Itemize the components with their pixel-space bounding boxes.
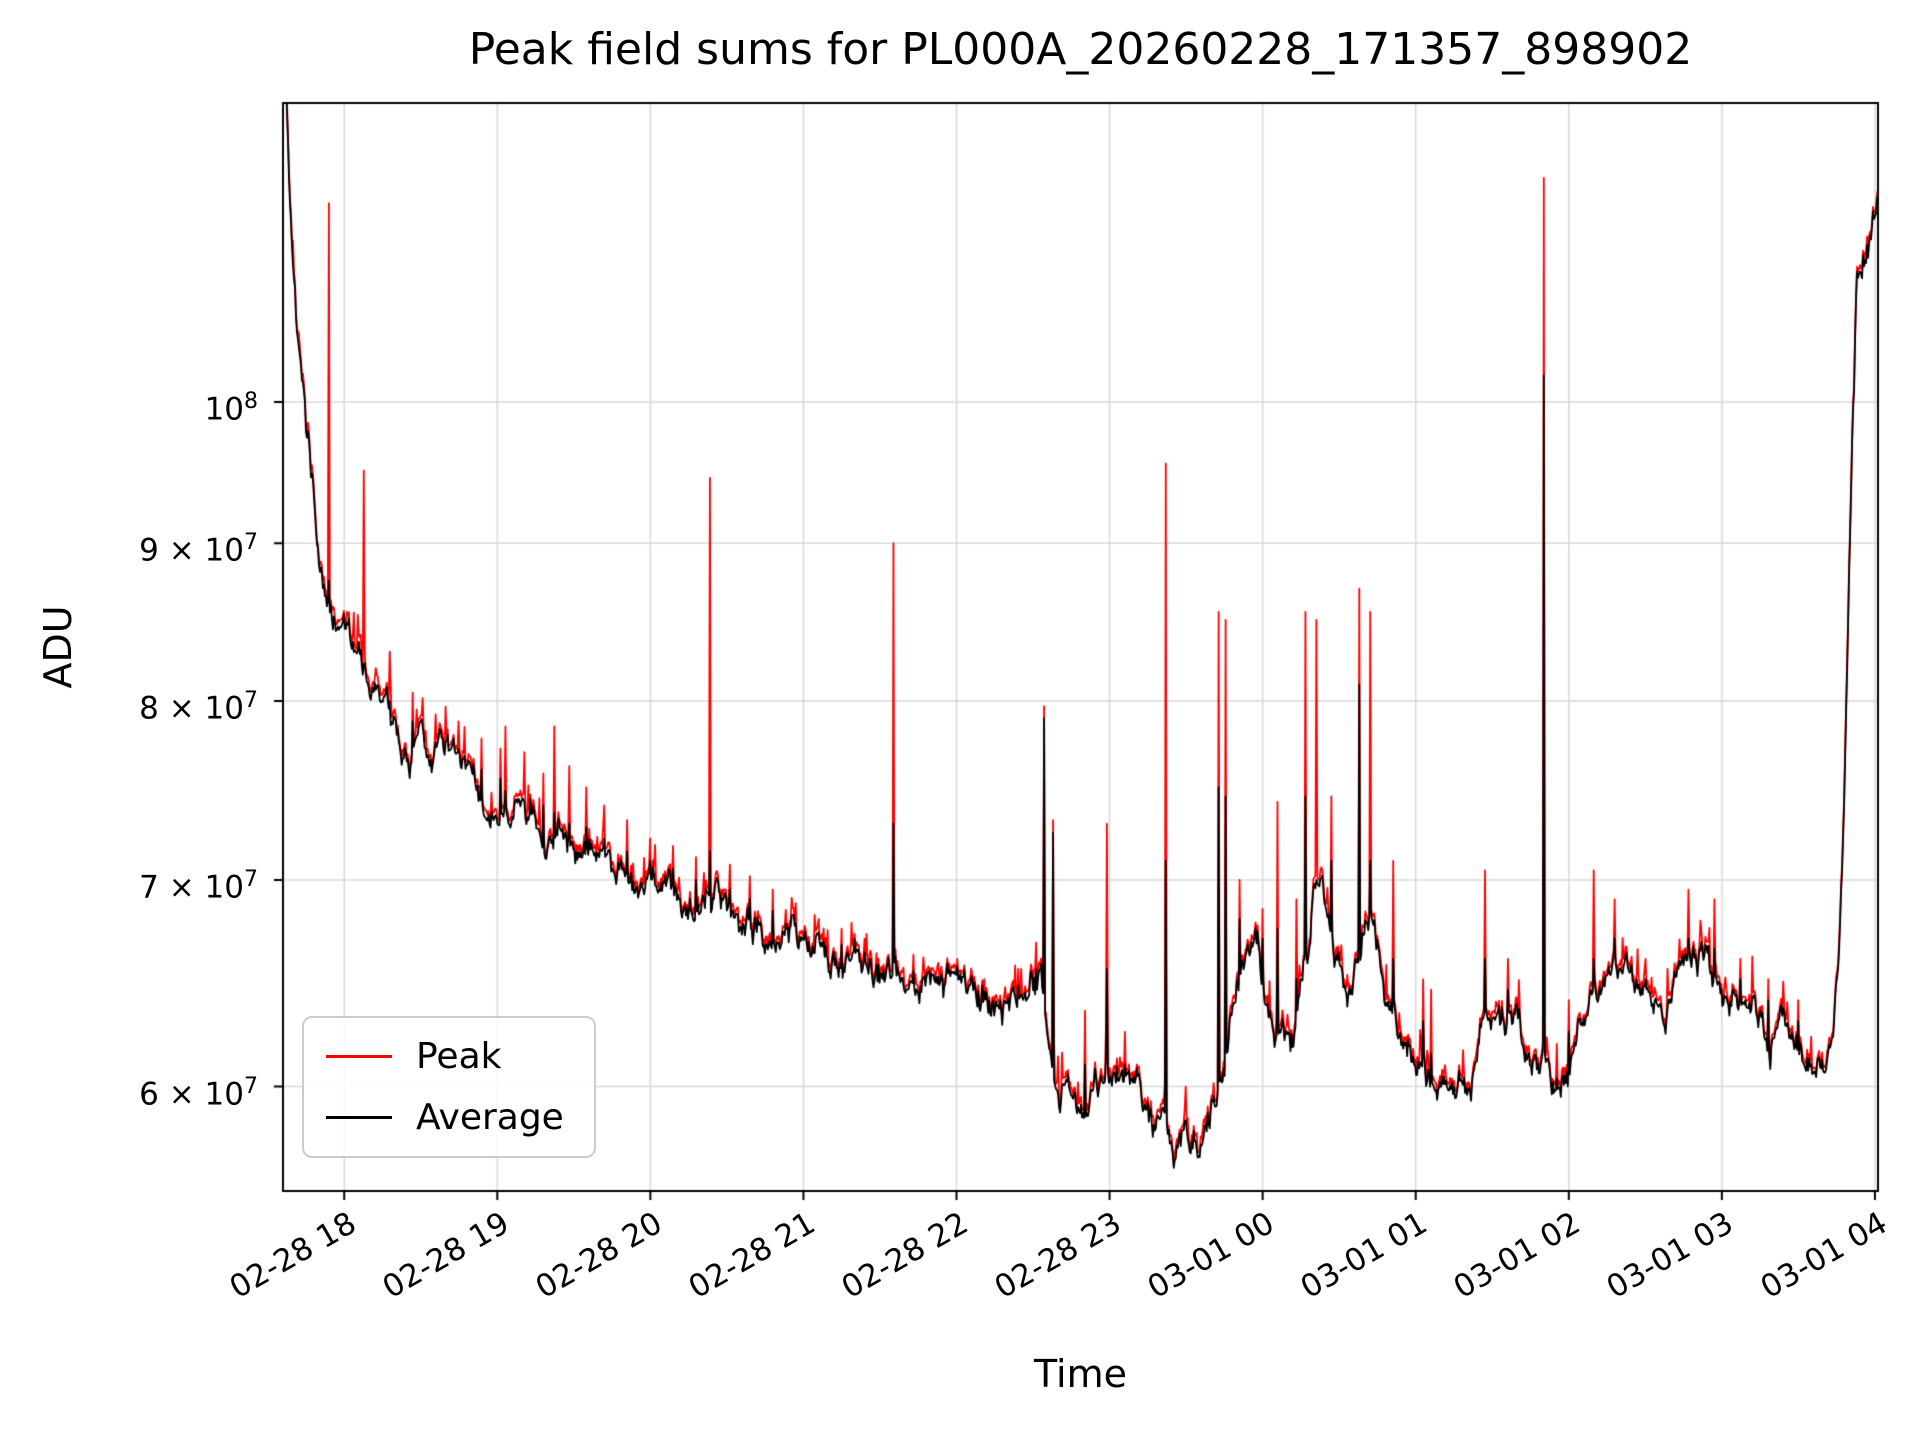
- y-axis-label: ADU: [36, 605, 80, 689]
- legend-average-line-icon: [326, 1116, 392, 1119]
- legend-peak-line-icon: [326, 1055, 392, 1058]
- y-tick-label: 6 × 107: [139, 1073, 258, 1112]
- y-tick-label: 7 × 107: [139, 866, 258, 906]
- legend-entry-peak: Peak: [326, 1036, 564, 1077]
- y-tick-label: 8 × 107: [139, 688, 258, 727]
- legend: Peak Average: [302, 1016, 596, 1158]
- legend-peak-label: Peak: [416, 1036, 502, 1077]
- x-axis-label: Time: [1034, 1352, 1127, 1396]
- chart-title: Peak field sums for PL000A_20260228_1713…: [468, 24, 1693, 75]
- legend-entry-average: Average: [326, 1097, 564, 1138]
- legend-average-label: Average: [416, 1097, 564, 1138]
- y-tick-label: 108: [204, 389, 258, 428]
- y-tick-label: 9 × 107: [139, 530, 258, 569]
